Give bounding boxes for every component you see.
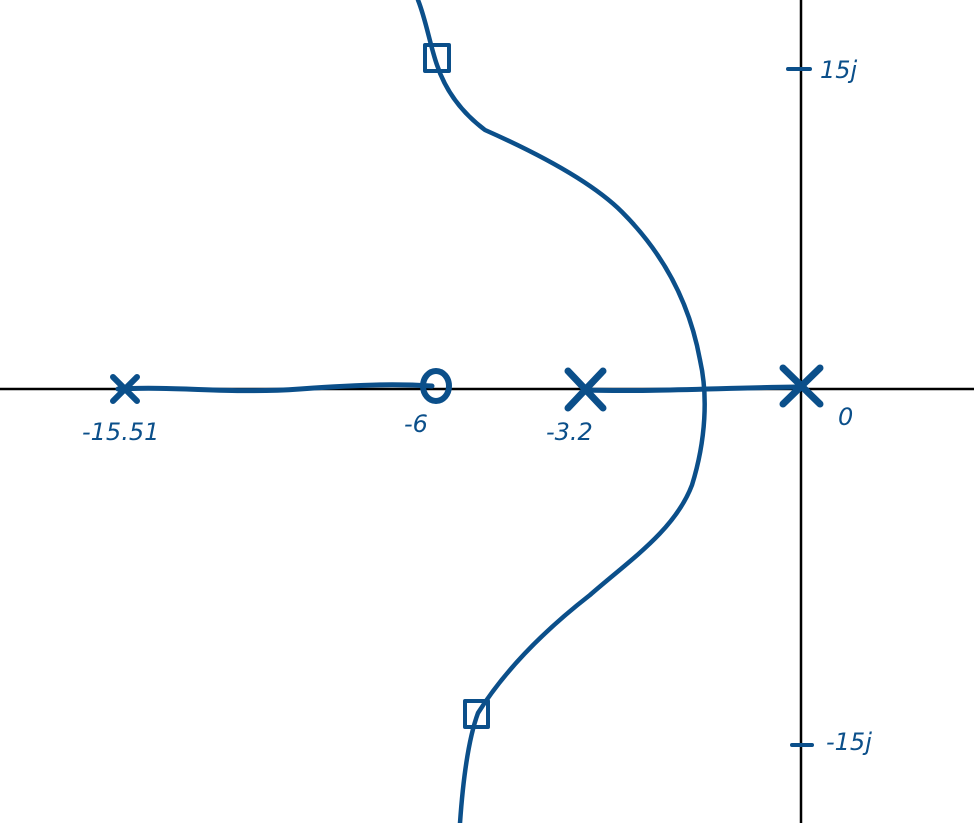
pole-marker-icon [779,364,824,408]
locus-branch-complex [415,0,707,823]
zero-label-1: -6 [404,410,428,438]
pole-marker-icon [110,374,140,404]
locus-segment-left [115,382,435,394]
pole-label-2: -3.2 [546,418,593,446]
pole-label-1: -15.51 [82,418,159,446]
zero-marker-icon [420,368,452,404]
locus-segment-right [581,384,799,394]
imag-lower-label: -15j [826,728,872,756]
pole-label-3: 0 [838,403,853,431]
imag-upper-label: 15j [820,56,858,84]
pole-marker-icon [564,367,607,412]
square-marker-lower-icon [463,699,490,729]
square-marker-upper-icon [423,43,451,73]
